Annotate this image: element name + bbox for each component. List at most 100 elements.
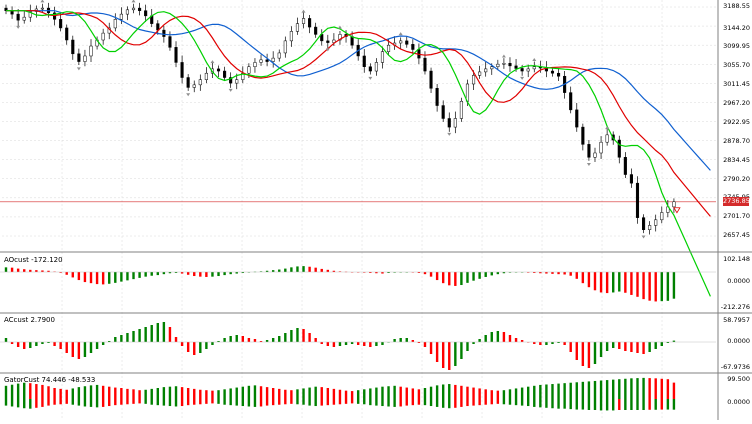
candle-body (101, 32, 105, 41)
ao-bar (557, 272, 560, 275)
gator-upper-bar (180, 387, 184, 399)
gator-upper-bar (229, 388, 232, 399)
gator-upper-bar (338, 389, 342, 399)
gator-lower-bar (569, 399, 572, 410)
ac-bar (16, 342, 20, 347)
fractal-down-marker (228, 88, 233, 92)
ao-bar (502, 272, 506, 274)
gator-upper-bar (308, 387, 311, 399)
gator-lower-bar (520, 399, 524, 406)
ao-bar (648, 272, 651, 301)
ac-bar (186, 342, 190, 352)
gator-lower-bar (138, 399, 141, 404)
gator-upper-bar (363, 389, 366, 399)
ao-bar (71, 272, 74, 278)
ao-bar (545, 272, 548, 274)
gator-upper-bar (612, 379, 615, 399)
gator-lower-bar (539, 399, 542, 408)
gator-lower-bar (478, 399, 481, 406)
ac-bar (47, 342, 50, 343)
gator-upper-bar (284, 389, 287, 399)
ac-bar (320, 342, 323, 344)
gator-upper-bar (278, 388, 281, 399)
ao-bar (180, 272, 184, 274)
candle-body (617, 139, 621, 158)
gator-histogram (4, 377, 676, 411)
ao-bar (672, 272, 676, 299)
ac-bar (666, 342, 670, 343)
gator-upper-bar (126, 388, 129, 399)
gator-lower-bar (162, 399, 166, 406)
ac-bar (332, 342, 336, 347)
gator-lower-bar (65, 399, 68, 404)
gator-lower-bar (144, 399, 147, 404)
candle-body (119, 13, 123, 20)
ac-bar (466, 342, 469, 351)
candle-body (131, 7, 136, 11)
ac-bar (551, 342, 554, 344)
ma-mid-line (6, 10, 711, 217)
candle-body (22, 16, 26, 21)
gator-lower-bar (205, 399, 208, 404)
candle-body (223, 70, 227, 78)
ao-bar (375, 272, 378, 274)
ao-bar (393, 272, 396, 273)
gator-upper-bar (23, 382, 26, 399)
gator-lower-bar (533, 399, 536, 407)
ac-bar (344, 342, 348, 345)
gator-upper-bar (10, 384, 14, 399)
candle-body (581, 126, 585, 145)
ac-bar (563, 342, 566, 345)
gator-lower-bar (599, 399, 603, 411)
ac-bar (180, 342, 184, 346)
ac-bar (405, 338, 408, 342)
ao-bar (217, 272, 220, 277)
gator-lower-bar (23, 399, 26, 409)
ac-bar (369, 342, 372, 347)
ao-bar (150, 272, 153, 276)
ac-scale-zero: 0.0000 (727, 337, 750, 345)
gator-lower-bar (605, 399, 609, 411)
gator-lower-bar (326, 399, 330, 406)
gator-upper-bar (41, 384, 44, 399)
gator-upper-bar (624, 378, 627, 399)
ao-bar (290, 267, 293, 272)
ao-bar (59, 272, 62, 273)
ac-bar (162, 322, 166, 342)
ao-bar (338, 271, 342, 272)
ao-bar (363, 272, 366, 273)
gator-upper-bar (241, 386, 245, 399)
ao-bar (599, 272, 603, 293)
ac-bar (174, 337, 178, 342)
ao-bar (417, 272, 421, 273)
ac-bar (672, 340, 676, 342)
gator-lower-bar (53, 399, 56, 405)
gator-upper-bar (545, 384, 548, 399)
gator-upper-bar (156, 388, 160, 399)
candle-body (405, 40, 409, 45)
gator-lower-bar (247, 399, 251, 407)
ac-bar (247, 338, 251, 342)
ao-bar (441, 272, 445, 284)
ao-bar (569, 272, 572, 276)
ac-bar (593, 342, 597, 364)
ao-bar (120, 272, 123, 282)
fractal-down-marker (186, 93, 191, 97)
gator-upper-bar (526, 386, 530, 399)
gator-lower-bar (229, 399, 232, 406)
ac-bar (138, 329, 141, 342)
gator-upper-bar (533, 385, 536, 399)
gator-lower-bar (223, 399, 226, 405)
gator-upper-bar (217, 390, 220, 399)
gator-upper-bar (630, 378, 633, 399)
fractal-up-marker (398, 32, 403, 36)
gator-upper-bar (132, 389, 135, 399)
gator-upper-bar (259, 386, 263, 399)
ao-bar (448, 272, 451, 286)
gator-upper-bar (253, 385, 257, 399)
candle-body (654, 219, 658, 226)
gator-lower-bar (369, 399, 372, 406)
candle-body (283, 40, 287, 54)
